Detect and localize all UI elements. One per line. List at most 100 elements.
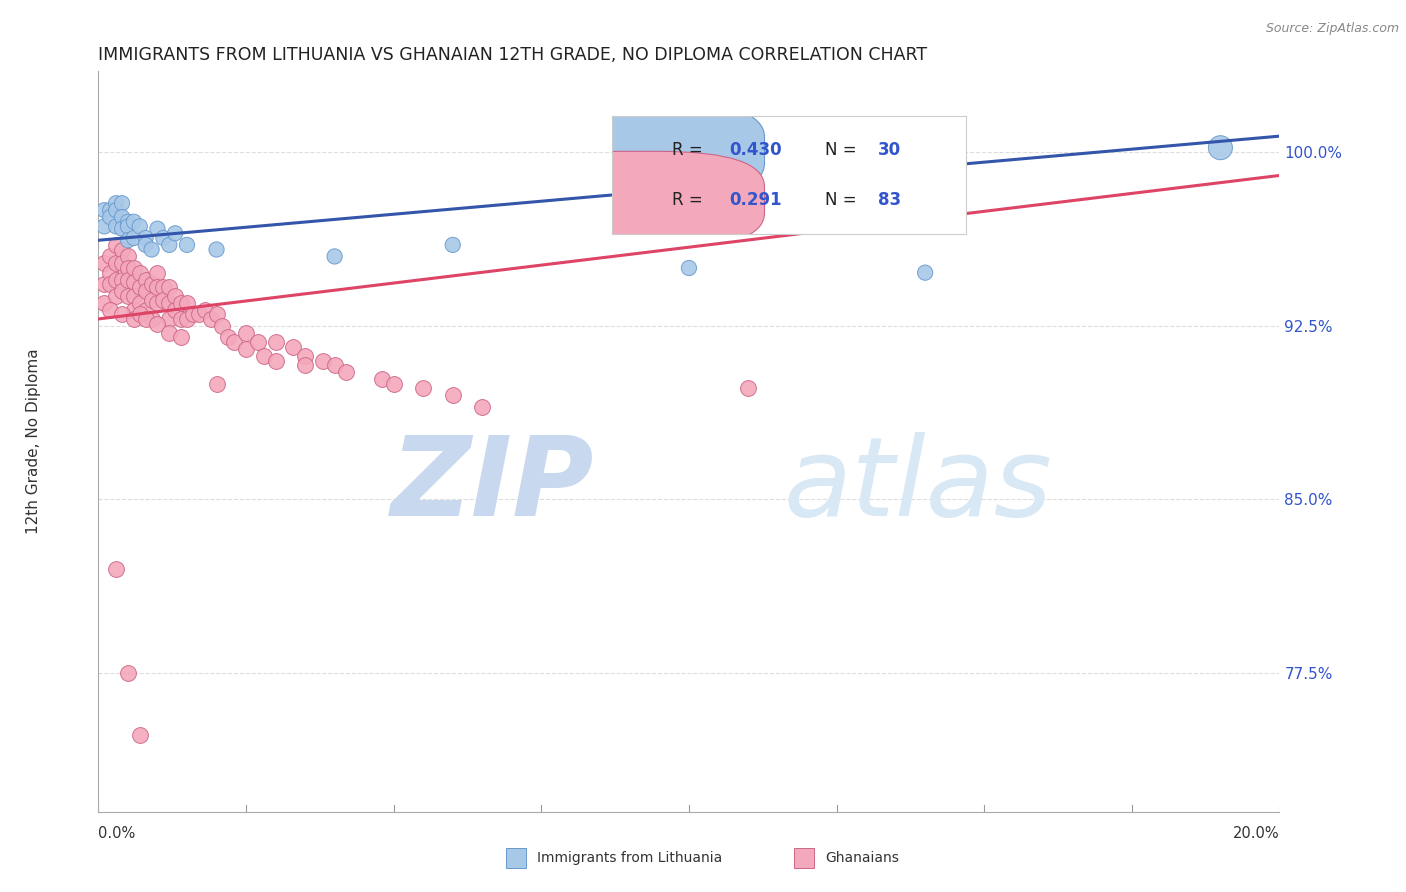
Point xyxy=(111,284,134,298)
Point xyxy=(246,334,269,349)
Point xyxy=(117,272,139,286)
Text: R =: R = xyxy=(672,191,709,209)
Point xyxy=(117,219,139,234)
Text: Immigrants from Lithuania: Immigrants from Lithuania xyxy=(537,851,723,865)
Point xyxy=(146,221,169,235)
Point xyxy=(122,260,145,275)
Text: 0.430: 0.430 xyxy=(730,141,782,159)
Point xyxy=(111,307,134,321)
Point xyxy=(217,330,239,344)
Point xyxy=(135,302,157,317)
Point xyxy=(1209,141,1232,155)
Text: Source: ZipAtlas.com: Source: ZipAtlas.com xyxy=(1265,22,1399,36)
Text: ZIP: ZIP xyxy=(391,433,595,540)
Point xyxy=(98,302,121,317)
Point xyxy=(141,293,163,308)
Point xyxy=(165,302,187,317)
Text: N =: N = xyxy=(825,141,862,159)
Point xyxy=(105,219,128,234)
Point xyxy=(205,307,228,321)
Point xyxy=(141,243,163,257)
Point xyxy=(152,231,174,245)
Point xyxy=(176,238,198,252)
Point xyxy=(117,289,139,303)
Text: 0.0%: 0.0% xyxy=(98,826,135,840)
Point xyxy=(93,277,115,292)
Point xyxy=(111,221,134,235)
Point xyxy=(200,312,222,326)
Point xyxy=(146,295,169,310)
Point xyxy=(224,334,246,349)
Point xyxy=(253,349,276,363)
Point xyxy=(211,318,233,333)
Point xyxy=(128,307,150,321)
Point xyxy=(181,307,204,321)
Point xyxy=(105,272,128,286)
Point xyxy=(165,227,187,241)
Point xyxy=(235,326,257,340)
Point xyxy=(105,289,128,303)
Text: Ghanaians: Ghanaians xyxy=(825,851,900,865)
Point xyxy=(105,203,128,218)
Point xyxy=(294,358,316,372)
Point xyxy=(205,243,228,257)
Point xyxy=(170,330,193,344)
Point xyxy=(111,243,134,257)
Point xyxy=(122,215,145,229)
Point xyxy=(141,312,163,326)
Point xyxy=(335,365,357,379)
Point xyxy=(98,203,121,218)
Point xyxy=(194,302,217,317)
Point xyxy=(122,275,145,289)
Point xyxy=(117,249,139,263)
Point xyxy=(323,358,346,372)
Point xyxy=(157,238,180,252)
Point xyxy=(157,279,180,293)
Text: R =: R = xyxy=(672,141,709,159)
Point xyxy=(122,289,145,303)
Point xyxy=(157,326,180,340)
Point xyxy=(146,266,169,280)
Text: 83: 83 xyxy=(877,191,901,209)
Point xyxy=(117,665,139,680)
Text: 12th Grade, No Diploma: 12th Grade, No Diploma xyxy=(25,349,41,534)
Point xyxy=(122,231,145,245)
Point xyxy=(111,210,134,224)
Point xyxy=(157,295,180,310)
Point xyxy=(105,562,128,576)
Text: atlas: atlas xyxy=(783,433,1052,540)
Point xyxy=(441,388,464,402)
Point xyxy=(294,349,316,363)
Point xyxy=(122,302,145,317)
Point xyxy=(93,203,115,218)
Point xyxy=(283,340,305,354)
Point xyxy=(170,312,193,326)
Point xyxy=(264,334,287,349)
Point xyxy=(98,277,121,292)
Point xyxy=(93,256,115,270)
Point xyxy=(146,279,169,293)
Point xyxy=(312,353,335,368)
Point xyxy=(128,266,150,280)
Point xyxy=(135,231,157,245)
Point xyxy=(914,266,936,280)
Point xyxy=(371,372,394,386)
Point xyxy=(135,272,157,286)
Point xyxy=(264,353,287,368)
Point xyxy=(122,312,145,326)
Point xyxy=(135,284,157,298)
Point xyxy=(98,249,121,263)
Point xyxy=(176,295,198,310)
Point xyxy=(117,233,139,247)
Point xyxy=(117,260,139,275)
Point xyxy=(170,295,193,310)
Point xyxy=(93,295,115,310)
Text: 0.291: 0.291 xyxy=(730,191,782,209)
Point xyxy=(105,196,128,211)
Point xyxy=(98,266,121,280)
Point xyxy=(98,210,121,224)
Point xyxy=(737,381,759,395)
Point xyxy=(111,256,134,270)
Text: IMMIGRANTS FROM LITHUANIA VS GHANAIAN 12TH GRADE, NO DIPLOMA CORRELATION CHART: IMMIGRANTS FROM LITHUANIA VS GHANAIAN 12… xyxy=(98,46,928,64)
Point xyxy=(157,312,180,326)
